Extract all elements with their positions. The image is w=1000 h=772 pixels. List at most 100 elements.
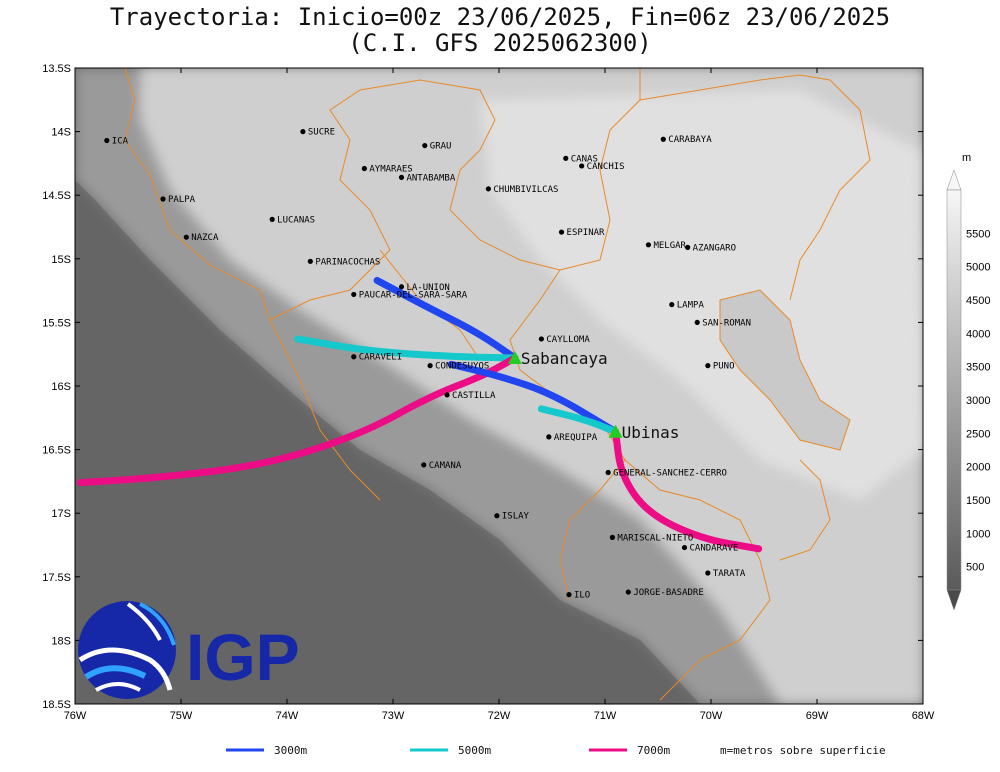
place-label: CARAVELI — [359, 353, 402, 363]
place-marker — [494, 513, 500, 519]
place-label: GRAU — [430, 142, 452, 152]
legend-label: 5000m — [458, 744, 491, 757]
colorbar-label: 1500 — [966, 495, 990, 507]
place-label: TARATA — [713, 569, 746, 579]
trajectory-5000m-1 — [294, 335, 519, 362]
place-marker — [694, 319, 700, 325]
place-marker — [705, 363, 711, 369]
colorbar-label: 4000 — [966, 328, 990, 340]
place-label: LA-UNION — [406, 283, 449, 293]
lon-label: 70W — [700, 710, 723, 722]
title-line-2: (C.I. GFS 2025062300) — [348, 29, 652, 57]
lon-label: 69W — [806, 710, 829, 722]
place-marker — [566, 592, 572, 598]
volcano-layer: Sabancaya Ubinas — [507, 349, 679, 442]
place-label: AREQUIPA — [554, 433, 598, 443]
place-marker — [546, 434, 552, 440]
colorbar-label: 4500 — [966, 295, 990, 307]
place-label: CARABAYA — [668, 135, 712, 145]
place-marker — [669, 301, 675, 308]
place-marker — [605, 469, 611, 476]
title-line-1: Trayectoria: Inicio=00z 23/06/2025, Fin=… — [109, 3, 891, 31]
place-label: ICA — [112, 137, 129, 147]
colorbar-label: 5500 — [966, 228, 990, 240]
place-label: LAMPA — [677, 301, 705, 311]
place-marker — [685, 244, 691, 250]
place-marker — [104, 137, 110, 144]
colorbar-label: 1000 — [966, 528, 990, 540]
colorbar: m 500 1000 1500 2000 2500 3000 3500 4000 4500 500… — [946, 152, 990, 611]
trajectory-layer — [76, 276, 763, 553]
place-marker — [183, 234, 189, 240]
trajectory-7000m-2 — [76, 354, 519, 487]
place-marker — [351, 291, 357, 298]
volcano-marker-icon — [608, 424, 623, 438]
colorbar-label: 2000 — [966, 462, 990, 474]
place-marker — [427, 363, 433, 369]
place-label: SUCRE — [308, 128, 335, 138]
place-label: ILO — [574, 591, 590, 601]
lon-label: 75W — [170, 710, 193, 722]
place-marker — [421, 462, 427, 468]
place-label: MARISCAL-NIETO — [617, 533, 693, 543]
place-marker — [398, 174, 405, 180]
place-marker — [307, 258, 313, 264]
place-marker — [660, 136, 666, 142]
place-label: CANAS — [571, 154, 598, 164]
lon-label: 76W — [64, 710, 87, 722]
place-marker — [625, 589, 631, 595]
place-marker — [579, 163, 585, 169]
place-label: GENERAL-SANCHEZ-CERRO — [613, 468, 727, 478]
place-marker — [300, 129, 306, 135]
lon-label: 72W — [488, 710, 511, 722]
legend: 3000m 5000m 7000m m=metros sobre superficie — [226, 744, 886, 757]
place-marker — [645, 242, 652, 248]
place-label: AYMARAES — [369, 164, 412, 174]
place-marker — [351, 354, 357, 360]
legend-label: 7000m — [637, 744, 670, 757]
place-marker — [398, 284, 405, 290]
place-label: AZANGARO — [693, 243, 736, 253]
place-label: NAZCA — [191, 233, 219, 243]
place-marker — [558, 229, 565, 235]
place-marker — [422, 142, 428, 149]
lon-label: 74W — [276, 710, 299, 722]
colorbar-label: 5000 — [966, 262, 990, 274]
lat-label: 16.5S — [42, 445, 71, 457]
place-marker — [705, 570, 711, 576]
place-label: LUCANAS — [277, 215, 315, 225]
place-label: MELGAR — [653, 241, 686, 251]
place-label: CAYLLOMA — [546, 335, 590, 345]
lon-label: 73W — [382, 710, 405, 722]
colorbar-label: 2500 — [966, 428, 990, 440]
place-label: ESPINAR — [567, 228, 606, 238]
place-label: PALPA — [168, 195, 196, 205]
place-marker — [538, 336, 545, 342]
ocean-lowland — [75, 180, 700, 704]
place-marker — [361, 165, 367, 172]
trajectory-7000m-5 — [612, 428, 763, 553]
place-label: CANDARAVE — [690, 544, 739, 554]
lat-label: 18S — [51, 635, 71, 647]
place-marker — [269, 216, 275, 222]
axes-layer: 13.5S 14S 14.5S 15S 15.5S 16S 16.5S 17S 17.5S 18S… — [42, 63, 935, 722]
igp-logo: IGP — [78, 601, 300, 699]
legend-note: m=metros sobre superficie — [720, 744, 886, 757]
place-label: ANTABAMBA — [406, 173, 455, 183]
place-label: SAN-ROMAN — [702, 318, 751, 328]
lat-label: 13.5S — [42, 63, 71, 75]
place-marker — [681, 544, 688, 551]
place-label: PAUCAR-DEL-SARA-SARA — [359, 290, 468, 300]
lat-label: 15.5S — [42, 317, 71, 329]
volcano-label: Sabancaya — [521, 349, 608, 368]
lat-label: 14.5S — [42, 190, 71, 202]
lon-label: 68W — [912, 710, 935, 722]
colorbar-label: 500 — [966, 562, 984, 574]
place-marker — [485, 186, 491, 192]
lat-label: 17S — [51, 508, 71, 520]
titicaca-lake — [719, 289, 851, 451]
place-label: CHUMBIVILCAS — [493, 185, 558, 195]
terrain — [75, 68, 923, 704]
volcano-marker-icon — [507, 351, 522, 365]
place-label: CASTILLA — [452, 391, 496, 401]
